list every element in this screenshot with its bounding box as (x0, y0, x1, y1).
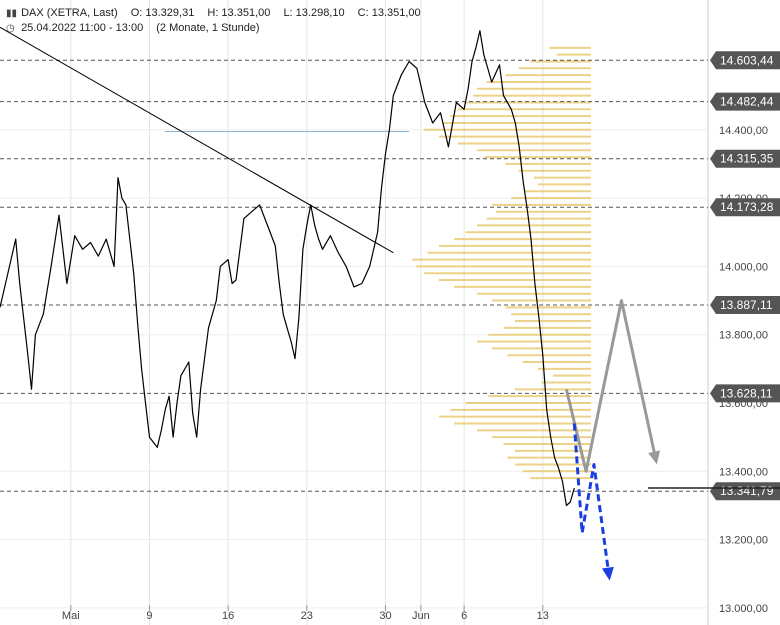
chart-header: ▮▮ DAX (XETRA, Last) O: 13.329,31 H: 13.… (6, 6, 421, 36)
x-tick-label: 23 (301, 610, 313, 622)
level-label: 14.603,44 (720, 53, 774, 67)
y-tick-label: 13.200,00 (719, 535, 768, 547)
level-lines-layer (0, 59, 708, 492)
gray-forecast-arrow (564, 299, 657, 473)
price-layer (0, 30, 575, 507)
x-tick-label: Mai (62, 610, 80, 622)
trendline-layer (0, 26, 394, 254)
level-label-box (710, 198, 780, 217)
level-label: 14.482,44 (720, 95, 774, 109)
gray-arrowhead (648, 450, 660, 465)
level-label: 13.341,79 (720, 484, 774, 498)
level-label: 14.173,28 (720, 200, 774, 214)
instrument-name: DAX (XETRA, Last) (21, 7, 118, 19)
level-label-box (710, 92, 780, 111)
open-value: O: 13.329,31 (130, 7, 195, 19)
blue-forecast-arrow (572, 423, 610, 571)
range-text: (2 Monate, 1 Stunde) (156, 22, 260, 34)
period-text: 25.04.2022 11:00 - 13:00 (21, 22, 144, 34)
x-tick-label: 13 (537, 610, 549, 622)
level-label-box (710, 51, 780, 70)
level-labels-layer: 14.603,44 14.482,44 14.315,35 14.173,28 13.8… (648, 51, 780, 501)
x-tick-label: Jun (412, 610, 430, 622)
level-label-box (710, 384, 780, 403)
header-row-period: ◷ 25.04.2022 11:00 - 13:00 (2 Monate, 1 … (6, 21, 421, 36)
x-tick-label: 9 (146, 610, 152, 622)
header-row-quote: ▮▮ DAX (XETRA, Last) O: 13.329,31 H: 13.… (6, 6, 421, 21)
level-label-box (710, 149, 780, 168)
close-value: C: 13.351,00 (357, 7, 421, 19)
level-label: 13.628,11 (720, 386, 773, 400)
y-tick-label: 13.800,00 (719, 330, 768, 342)
clock-icon: ◷ (6, 23, 15, 34)
level-label: 13.887,11 (720, 298, 773, 312)
x-tick-label: 30 (379, 610, 391, 622)
trendline (0, 26, 394, 254)
y-tick-label: 13.400,00 (719, 466, 768, 478)
high-value: H: 13.351,00 (207, 7, 271, 19)
ohlc-bars-icon: ▮▮ (6, 8, 18, 19)
level-label: 14.315,35 (720, 152, 774, 166)
y-tick-label: 14.000,00 (719, 261, 768, 273)
price-series-line (0, 30, 575, 507)
x-axis: Mai 9 16 23 30 Jun 6 13 (62, 605, 549, 622)
blue-arrowhead (601, 566, 614, 581)
level-label-box (710, 482, 780, 501)
volume-profile-layer (412, 46, 591, 480)
level-label-box (710, 295, 780, 314)
low-value: L: 13.298,10 (283, 7, 345, 19)
x-tick-label: 6 (461, 610, 467, 622)
y-tick-label: 14.400,00 (719, 125, 768, 137)
forecast-arrows-layer (564, 299, 660, 581)
y-tick-label: 13.000,00 (719, 603, 768, 615)
x-tick-label: 16 (222, 610, 234, 622)
